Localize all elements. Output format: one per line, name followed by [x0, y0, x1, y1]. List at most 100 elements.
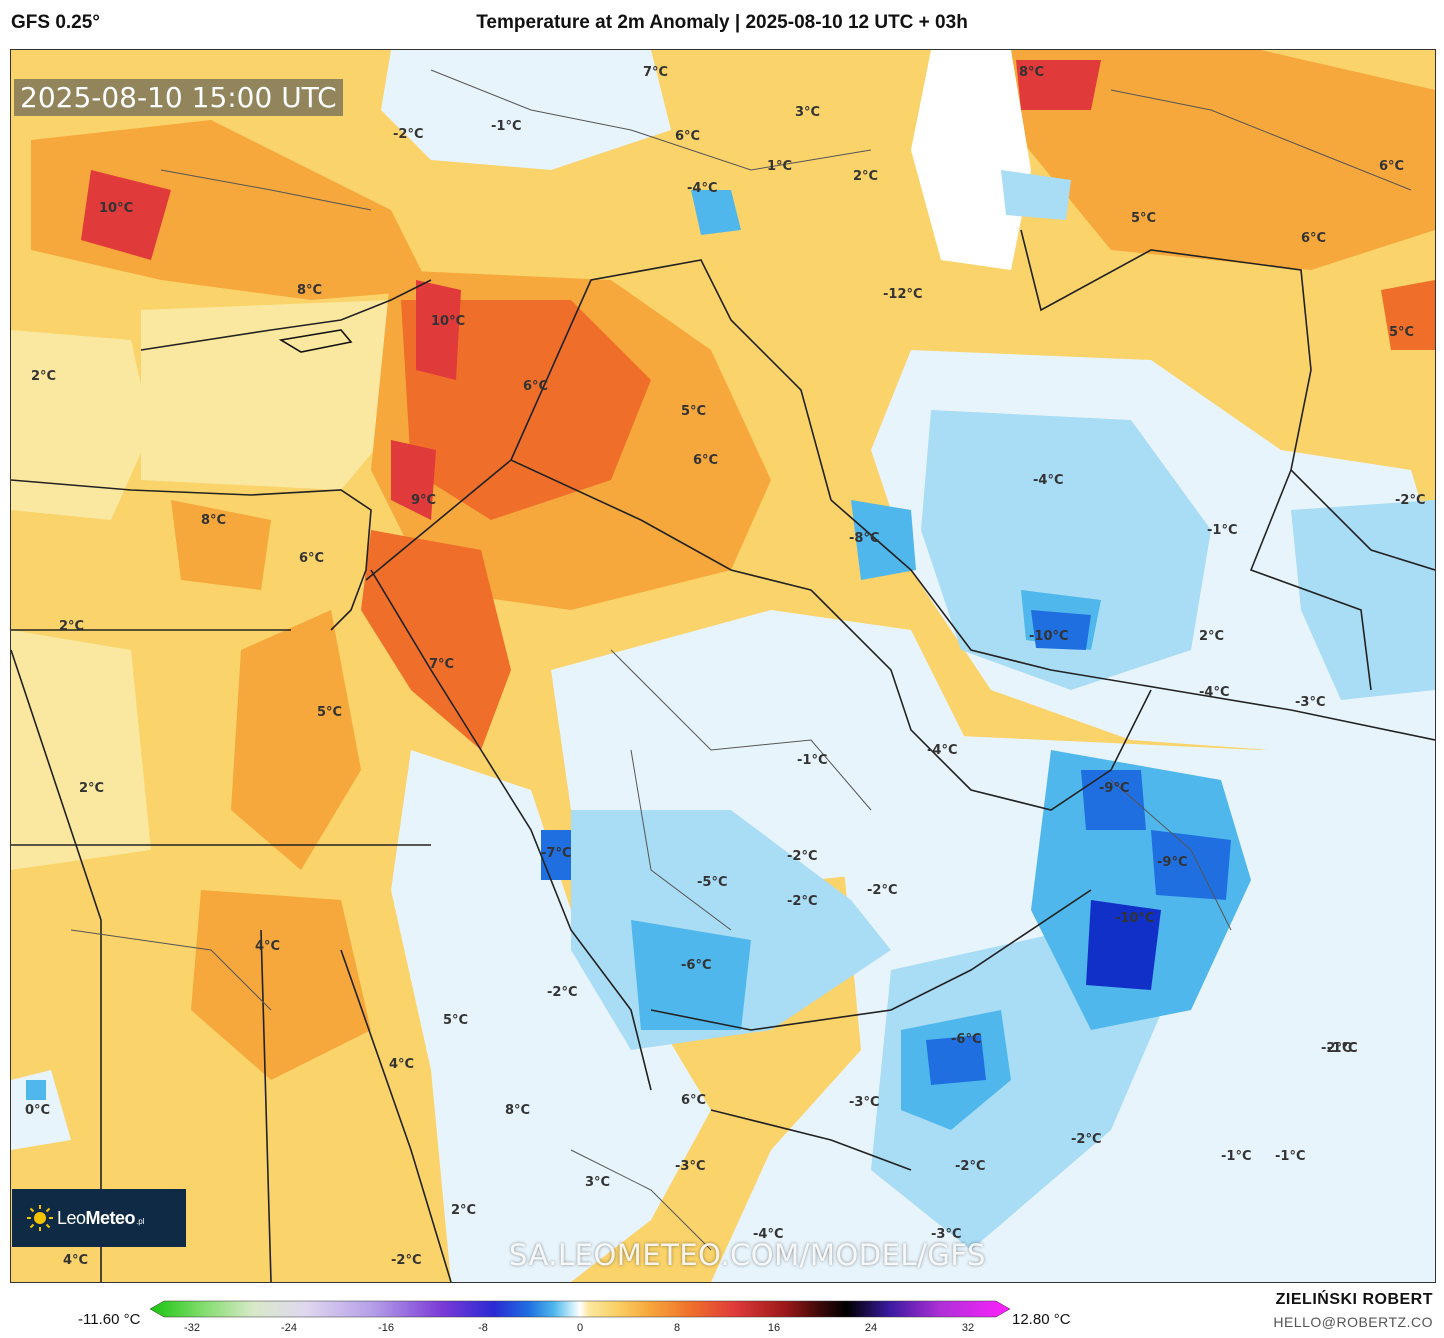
caspian-sea	[911, 50, 1031, 270]
east-hot-spot	[1381, 280, 1435, 350]
caucasus-cold-spot	[691, 190, 741, 235]
temperature-label: 9°C	[411, 493, 436, 508]
temperature-label: -3°C	[675, 1159, 705, 1174]
temperature-label: -1°C	[1327, 1041, 1357, 1056]
caspian-cold-spot	[1001, 170, 1071, 220]
temperature-label: -1°C	[797, 753, 827, 768]
temperature-label: 6°C	[693, 453, 718, 468]
source-watermark[interactable]: SA.LEOMETEO.COM/MODEL/GFS	[509, 1238, 986, 1272]
temperature-label: -8°C	[849, 531, 879, 546]
egypt-warm-spot	[171, 500, 271, 590]
temperature-label: -6°C	[951, 1032, 981, 1047]
temperature-label: -1°C	[1221, 1149, 1251, 1164]
model-label: GFS 0.25°	[11, 12, 100, 33]
temperature-label: 7°C	[429, 657, 454, 672]
temperature-label: 2°C	[1199, 629, 1224, 644]
temperature-label: 5°C	[1131, 211, 1156, 226]
asir-very-cold-spot	[541, 830, 571, 880]
temperature-label: 2°C	[31, 369, 56, 384]
leometeo-logo[interactable]: LeoMeteo .pl	[12, 1189, 186, 1247]
valid-time-label: 2025-08-10 15:00 UTC	[14, 79, 343, 116]
yemen-very-cold-spot	[926, 1035, 986, 1085]
temperature-label: -3°C	[849, 1095, 879, 1110]
temperature-label: 5°C	[1389, 325, 1414, 340]
colorbar-tick: 0	[576, 1322, 584, 1334]
aegean-hot-spot	[81, 170, 171, 260]
anomaly-map: 10°C 8°C 10°C 6°C 5°C 6°C 9°C 8°C 6°C 7°C 5°C 2°C 2°…	[11, 50, 1435, 1282]
temperature-label: 4°C	[389, 1057, 414, 1072]
pakistan-cold-region	[1291, 500, 1435, 700]
temperature-label: 7°C	[643, 65, 668, 80]
temperature-label: 2°C	[451, 1203, 476, 1218]
temperature-label: -4°C	[927, 743, 957, 758]
temperature-label: -1°C	[1275, 1149, 1305, 1164]
logo-word-2: Meteo	[85, 1207, 136, 1228]
pale-warm-region	[11, 630, 151, 870]
temperature-label: 5°C	[681, 404, 706, 419]
west-cold-spot	[26, 1080, 46, 1100]
central-asia-warm-region	[1011, 50, 1435, 270]
temperature-label: -4°C	[753, 1227, 783, 1242]
temperature-label: -1°C	[491, 119, 521, 134]
temperature-label: 1°C	[767, 159, 792, 174]
colorbar-tick: 8	[673, 1322, 681, 1334]
temperature-label: 3°C	[585, 1175, 610, 1190]
temperature-label: -2°C	[1071, 1132, 1101, 1147]
temperature-label: -6°C	[681, 958, 711, 973]
temperature-label: 2°C	[59, 619, 84, 634]
black-sea-region	[381, 50, 671, 170]
temperature-label: 5°C	[317, 705, 342, 720]
temperature-label: 8°C	[297, 283, 322, 298]
author-credit: ZIELIŃSKI ROBERT	[1275, 1291, 1433, 1308]
temperature-label: -2°C	[1395, 493, 1425, 508]
colorbar-tick: 24	[864, 1322, 878, 1334]
colorbar-tick: -24	[281, 1322, 297, 1334]
temperature-colorbar	[150, 1300, 1010, 1318]
colorbar-tick: -32	[184, 1322, 200, 1334]
author-email[interactable]: HELLO@ROBERTZ.CO	[1273, 1314, 1433, 1330]
colorbar-tick: -16	[378, 1322, 394, 1334]
sudan-warm-region	[231, 610, 361, 870]
temperature-label: 6°C	[1301, 231, 1326, 246]
cyprus-outline	[278, 329, 353, 353]
colorbar-tick: 16	[767, 1322, 781, 1334]
temperature-label: 8°C	[1019, 65, 1044, 80]
country-borders	[11, 229, 1435, 1282]
temperature-label: -7°C	[541, 846, 571, 861]
temperature-label: -1°C	[1327, 1041, 1357, 1056]
pale-warm-region	[11, 330, 151, 520]
temperature-label: -4°C	[687, 181, 717, 196]
temperature-label: 8°C	[505, 1103, 530, 1118]
logo-word-1: Leo	[57, 1207, 86, 1228]
temperature-label: -1°C	[1207, 523, 1237, 538]
temperature-label: -10°C	[1115, 911, 1155, 926]
temperature-label: -4°C	[1033, 473, 1063, 488]
sun-icon	[27, 1205, 53, 1231]
temperature-label: -2°C	[391, 1253, 421, 1268]
iran-very-cold-spot	[1031, 610, 1091, 650]
temperature-label: 4°C	[255, 939, 280, 954]
temperature-label: -2°C	[787, 849, 817, 864]
colorbar-tick: -8	[478, 1322, 488, 1334]
temperature-label: -3°C	[1295, 695, 1325, 710]
riyadh-cold-region	[631, 920, 751, 1030]
hejaz-hot-region	[361, 530, 511, 750]
temperature-label: -2°C	[867, 883, 897, 898]
temperature-label: 2°C	[853, 169, 878, 184]
temperature-label: -2°C	[1321, 1041, 1351, 1056]
temperature-label: 6°C	[299, 551, 324, 566]
temperature-label: 5°C	[443, 1013, 468, 1028]
temperature-label: 4°C	[63, 1253, 88, 1268]
map-panel[interactable]: 10°C 8°C 10°C 6°C 5°C 6°C 9°C 8°C 6°C 7°C 5°C 2°C 2°…	[10, 49, 1436, 1283]
temperature-label: 6°C	[675, 129, 700, 144]
temperature-label: -2°C	[547, 985, 577, 1000]
temperature-label: -2°C	[787, 894, 817, 909]
temperature-label: 10°C	[431, 314, 465, 329]
temperature-label: 8°C	[201, 513, 226, 528]
temperature-label: -4°C	[1199, 685, 1229, 700]
central-asia-hot-spot	[1016, 60, 1101, 110]
temperature-label: 6°C	[523, 379, 548, 394]
sahel-warm-region	[191, 890, 371, 1080]
colorbar-tick: 32	[961, 1322, 975, 1334]
temperature-label: -9°C	[1157, 855, 1187, 870]
